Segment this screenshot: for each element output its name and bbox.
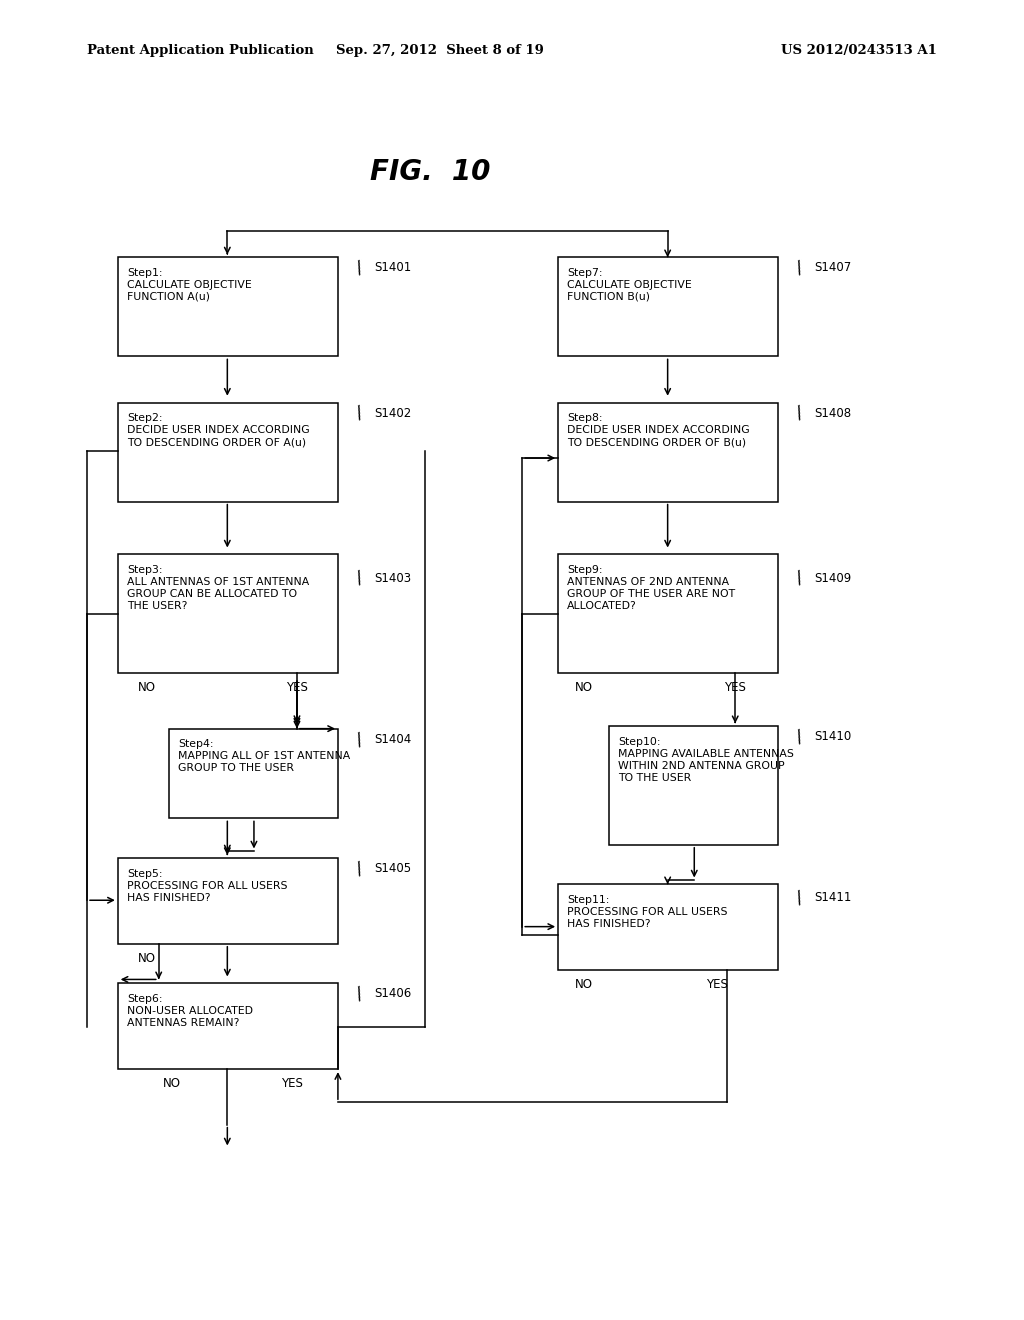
Text: S1406: S1406 (374, 987, 411, 1001)
Text: Step11:
PROCESSING FOR ALL USERS
HAS FINISHED?: Step11: PROCESSING FOR ALL USERS HAS FIN… (567, 895, 728, 929)
Text: ∕: ∕ (353, 404, 366, 422)
Text: S1408: S1408 (814, 407, 851, 420)
Text: Step3:
ALL ANTENNAS OF 1ST ANTENNA
GROUP CAN BE ALLOCATED TO
THE USER?: Step3: ALL ANTENNAS OF 1ST ANTENNA GROUP… (127, 565, 309, 611)
Text: NO: NO (574, 681, 593, 694)
Text: Step8:
DECIDE USER INDEX ACCORDING
TO DESCENDING ORDER OF B(u): Step8: DECIDE USER INDEX ACCORDING TO DE… (567, 413, 750, 447)
Bar (118, 257, 338, 356)
Text: Step9:
ANTENNAS OF 2ND ANTENNA
GROUP OF THE USER ARE NOT
ALLOCATED?: Step9: ANTENNAS OF 2ND ANTENNA GROUP OF … (567, 565, 735, 611)
Text: ∕: ∕ (353, 859, 366, 878)
Bar (118, 858, 338, 944)
Text: ∕: ∕ (353, 985, 366, 1003)
Text: YES: YES (286, 681, 308, 694)
Text: Step10:
MAPPING AVAILABLE ANTENNAS
WITHIN 2ND ANTENNA GROUP
TO THE USER: Step10: MAPPING AVAILABLE ANTENNAS WITHI… (618, 737, 795, 783)
Text: YES: YES (281, 1077, 303, 1090)
Text: ∕: ∕ (794, 569, 806, 587)
Text: FIG.  10: FIG. 10 (370, 157, 490, 186)
Text: ∕: ∕ (794, 727, 806, 746)
Bar (118, 983, 338, 1069)
Text: ∕: ∕ (794, 888, 806, 907)
Text: S1411: S1411 (814, 891, 851, 904)
Text: Step6:
NON-USER ALLOCATED
ANTENNAS REMAIN?: Step6: NON-USER ALLOCATED ANTENNAS REMAI… (127, 994, 253, 1028)
Bar (118, 403, 338, 502)
Text: NO: NO (574, 978, 593, 991)
Bar (558, 554, 778, 673)
Text: S1409: S1409 (814, 572, 851, 585)
Text: Patent Application Publication: Patent Application Publication (87, 44, 313, 57)
Text: Sep. 27, 2012  Sheet 8 of 19: Sep. 27, 2012 Sheet 8 of 19 (336, 44, 545, 57)
Text: ∕: ∕ (794, 259, 806, 277)
Text: Step7:
CALCULATE OBJECTIVE
FUNCTION B(u): Step7: CALCULATE OBJECTIVE FUNCTION B(u) (567, 268, 692, 302)
Text: S1403: S1403 (374, 572, 411, 585)
Text: ∕: ∕ (794, 404, 806, 422)
Bar (558, 403, 778, 502)
Text: S1410: S1410 (814, 730, 851, 743)
Text: US 2012/0243513 A1: US 2012/0243513 A1 (781, 44, 937, 57)
Text: S1407: S1407 (814, 261, 851, 275)
Text: NO: NO (163, 1077, 181, 1090)
Text: ∕: ∕ (353, 259, 366, 277)
Text: Step1:
CALCULATE OBJECTIVE
FUNCTION A(u): Step1: CALCULATE OBJECTIVE FUNCTION A(u) (127, 268, 252, 302)
Bar (118, 554, 338, 673)
Text: ∕: ∕ (353, 569, 366, 587)
Text: S1405: S1405 (374, 862, 411, 875)
Text: S1402: S1402 (374, 407, 411, 420)
Text: NO: NO (137, 681, 156, 694)
Bar (558, 257, 778, 356)
Text: Step5:
PROCESSING FOR ALL USERS
HAS FINISHED?: Step5: PROCESSING FOR ALL USERS HAS FINI… (127, 869, 288, 903)
Text: S1401: S1401 (374, 261, 411, 275)
Text: YES: YES (706, 978, 728, 991)
Text: S1404: S1404 (374, 733, 411, 746)
Text: Step4:
MAPPING ALL OF 1ST ANTENNA
GROUP TO THE USER: Step4: MAPPING ALL OF 1ST ANTENNA GROUP … (178, 739, 350, 774)
Text: YES: YES (724, 681, 746, 694)
Text: NO: NO (137, 952, 156, 965)
Text: Step2:
DECIDE USER INDEX ACCORDING
TO DESCENDING ORDER OF A(u): Step2: DECIDE USER INDEX ACCORDING TO DE… (127, 413, 309, 447)
Text: ∕: ∕ (353, 730, 366, 748)
Bar (609, 726, 778, 845)
Bar (558, 884, 778, 970)
Bar (169, 729, 338, 818)
